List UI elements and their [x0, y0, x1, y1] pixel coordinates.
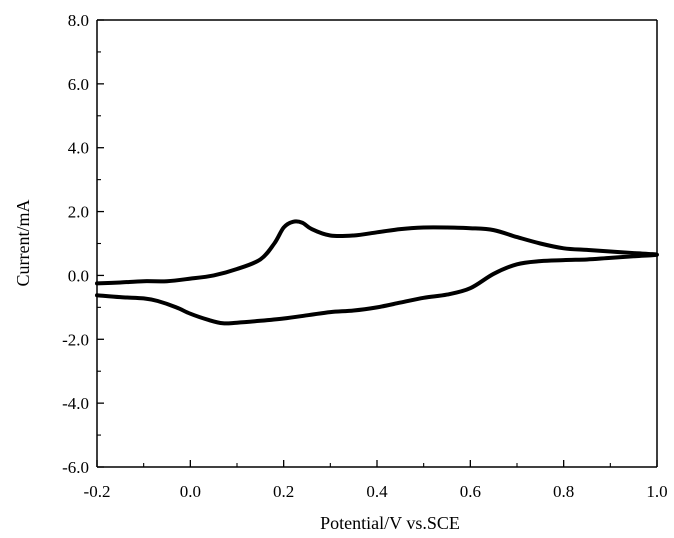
y-tick-label: 6.0: [68, 75, 89, 94]
x-tick-label: 0.2: [273, 482, 294, 501]
x-axis-ticks: -0.2 0.0 0.2 0.4 0.6 0.8 1.0: [84, 460, 668, 501]
data-series: [95, 219, 659, 326]
y-axis-ticks: -6.0 -4.0 -2.0 0.0 2.0 4.0 6.0 8.0: [62, 11, 104, 477]
x-tick-label: -0.2: [84, 482, 111, 501]
x-axis-label: Potential/V vs.SCE: [320, 513, 460, 533]
y-tick-label: 8.0: [68, 11, 89, 30]
x-tick-label: 0.0: [180, 482, 201, 501]
y-tick-label: 2.0: [68, 203, 89, 222]
cv-curve-line: [95, 219, 659, 326]
y-tick-label: -2.0: [62, 330, 89, 349]
x-tick-label: 0.6: [460, 482, 481, 501]
y-tick-label: -4.0: [62, 394, 89, 413]
y-tick-label: 4.0: [68, 139, 89, 158]
plot-area-frame: [96, 19, 658, 468]
x-tick-label: 1.0: [646, 482, 667, 501]
y-tick-label: -6.0: [62, 458, 89, 477]
y-tick-label: 0.0: [68, 266, 89, 285]
x-tick-label: 0.8: [553, 482, 574, 501]
x-tick-label: 0.4: [366, 482, 388, 501]
y-axis-label: Current/mA: [13, 200, 33, 287]
